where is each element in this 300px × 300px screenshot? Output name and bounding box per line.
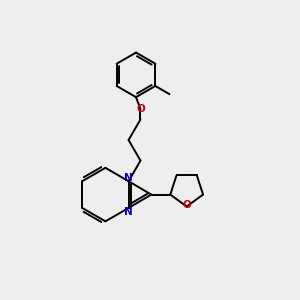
Text: N: N [124, 172, 133, 183]
Text: O: O [136, 104, 145, 114]
Text: O: O [182, 200, 191, 210]
Text: N: N [124, 206, 133, 217]
